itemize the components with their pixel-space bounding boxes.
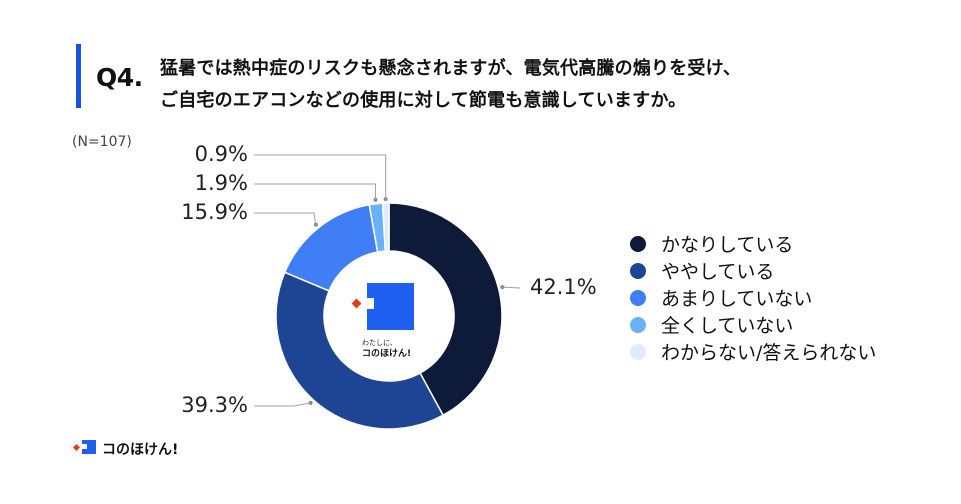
legend-swatch-4: [630, 316, 646, 333]
accent-bar: [76, 44, 81, 108]
value-label-2: 39.3%: [181, 393, 248, 417]
footer-logo-mark: [72, 440, 96, 458]
question-text: 猛暑では熱中症のリスクも懸念されますが、電気代高騰の煽りを受け、 ご自宅のエアコ…: [160, 53, 741, 117]
legend: かなりしている ややしているあまりしていない 全くしていないわからない/答えられない: [630, 230, 876, 365]
center-logo: わたしに、 コのほけん!: [351, 283, 414, 359]
legend-swatch-3: [630, 289, 646, 306]
footer-logo-name: コのほけん!: [102, 442, 179, 458]
legend-swatch-1: [630, 235, 646, 252]
donut-slice-1: [388, 202, 503, 417]
logo-notch: [363, 298, 374, 309]
legend-label-4: 全くしていない: [661, 315, 794, 337]
value-label-4: 1.9%: [195, 171, 248, 195]
footer-logo-blue: [82, 440, 96, 454]
legend-label-2: ややしている: [661, 261, 775, 283]
leader-line-2: [254, 402, 311, 407]
footer-logo-notch: [82, 444, 87, 449]
legend-label-1: かなりしている: [661, 234, 794, 256]
legend-item-4: 全くしていない: [630, 311, 876, 338]
legend-swatch-5: [630, 343, 646, 360]
footer-logo-red: [72, 443, 81, 452]
logo-name: コのほけん!: [362, 348, 411, 359]
question-line-1: 猛暑では熱中症のリスクも懸念されますが、電気代高騰の煽りを受け、: [160, 58, 742, 79]
value-label-5: 0.9%: [195, 142, 248, 166]
leader-line-3: [254, 212, 317, 225]
slices-group: [275, 202, 503, 430]
legend-swatch-2: [630, 262, 646, 279]
sample-size: (N=107): [72, 134, 132, 150]
leader-line-5: [254, 154, 387, 200]
donut-slice-2: [275, 271, 445, 430]
leader-line-1: [502, 286, 521, 289]
logo-blue-square: [367, 283, 414, 330]
donut-slice-5: [381, 202, 390, 252]
logo-tagline: わたしに、: [362, 339, 397, 347]
legend-item-1: かなりしている: [630, 230, 876, 257]
footer-logo: コのほけん!: [72, 439, 178, 459]
legend-item-3: あまりしていない: [630, 284, 876, 311]
leader-lines-group: [254, 154, 521, 407]
legend-label-3: あまりしていない: [661, 288, 813, 310]
legend-label-5: わからない/答えられない: [661, 342, 877, 364]
logo-red-diamond: [351, 298, 362, 309]
legend-item-5: わからない/答えられない: [630, 338, 876, 365]
value-labels-group: 42.1% 39.3% 15.9% 1.9% 0.9%: [181, 142, 596, 417]
value-label-1: 42.1%: [530, 275, 597, 299]
value-label-3: 15.9%: [181, 200, 248, 224]
question-number: Q4.: [96, 63, 143, 92]
leader-line-4: [254, 183, 376, 200]
legend-item-2: ややしている: [630, 257, 876, 284]
question-line-2: ご自宅のエアコンなどの使用に対して節電も意識していますか。: [160, 90, 687, 111]
